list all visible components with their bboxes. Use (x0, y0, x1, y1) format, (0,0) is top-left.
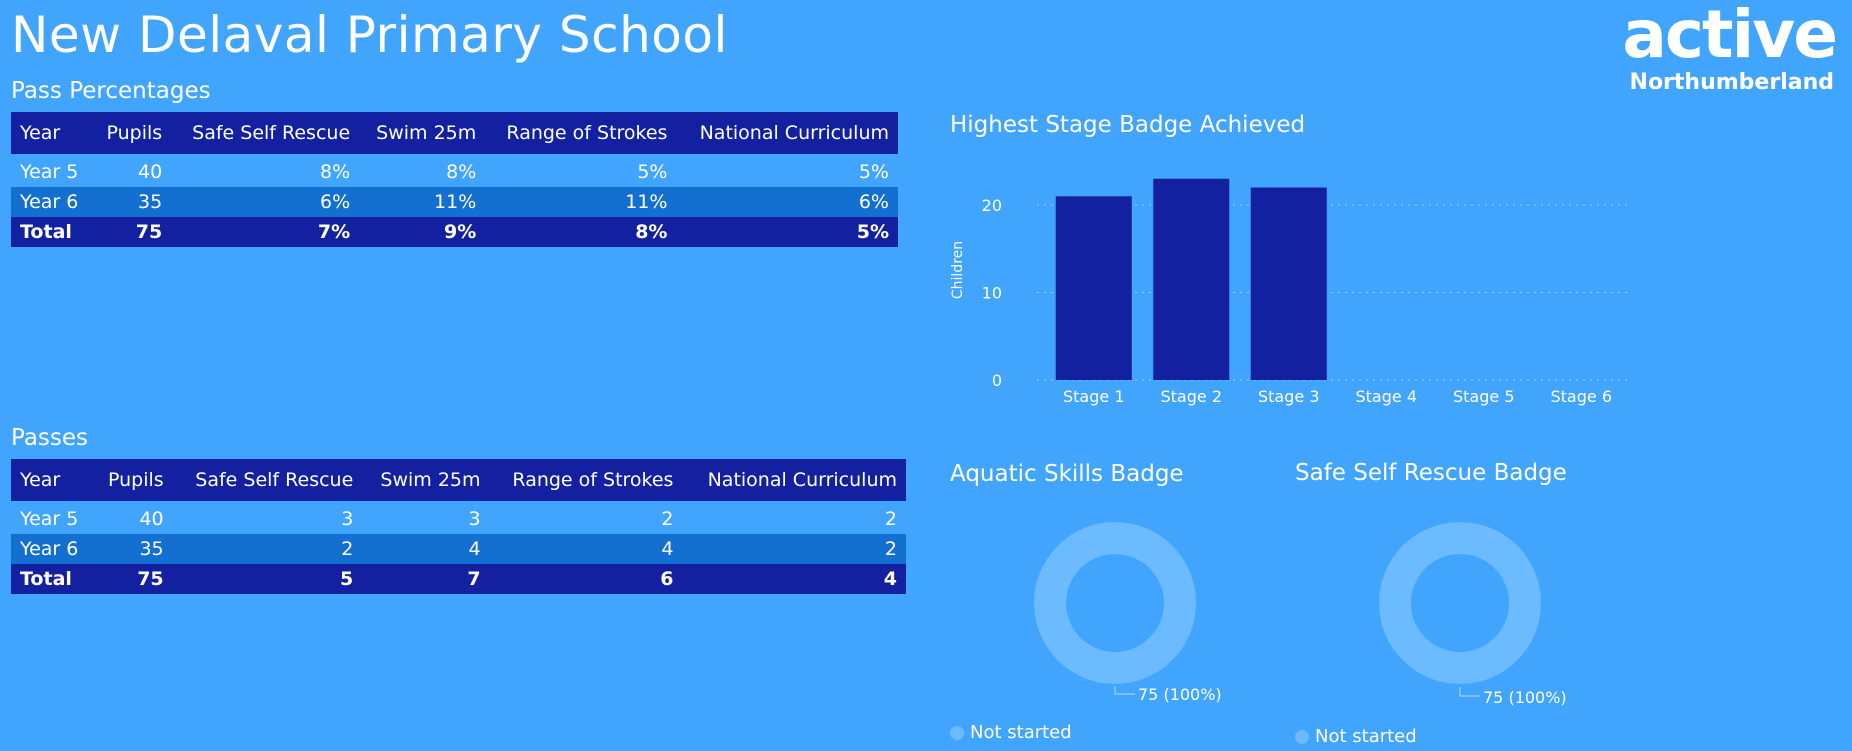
column-header[interactable]: Pupils (107, 469, 164, 491)
active-northumberland-logo: active Northumberland (1622, 2, 1838, 94)
table-cell: 8% (319, 161, 351, 183)
table-cell: 4 (661, 538, 674, 560)
table-cell: 35 (139, 538, 164, 560)
table-cell: 11% (434, 191, 477, 213)
data-label-leader (1114, 686, 1135, 695)
table-cell: Year 5 (20, 508, 79, 530)
table-cell: 5% (856, 221, 889, 243)
table-cell: 75 (135, 221, 163, 243)
legend-label[interactable]: Not started (970, 722, 1072, 743)
passes-title: Passes (11, 425, 89, 451)
column-header[interactable]: Year (20, 122, 61, 144)
table-cell: Year 6 (20, 191, 79, 213)
table-total-row: Total 75 7% 9% 8% 5% (11, 217, 898, 247)
table-cell: 6 (660, 568, 674, 590)
legend-label[interactable]: Not started (1315, 726, 1417, 747)
table-cell: 2 (341, 538, 354, 560)
bar-stage-3[interactable] (1250, 187, 1327, 381)
table-cell: 75 (137, 568, 164, 590)
table-cell: 11% (625, 191, 668, 213)
logo-text-active: active (1622, 0, 1838, 73)
table-cell: 35 (138, 191, 163, 213)
table-cell: 9% (444, 221, 477, 243)
table-cell: 4 (468, 538, 481, 560)
pass-percentages-table: Year Pupils Safe Self Rescue Swim 25m Ra… (11, 112, 898, 247)
table-cell: 7% (317, 221, 351, 243)
column-header[interactable]: Range of Strokes (506, 122, 668, 144)
bar-stage-2[interactable] (1153, 178, 1230, 380)
table-total-row: Total 75 5 7 6 4 (11, 564, 906, 594)
passes-table: Year Pupils Safe Self Rescue Swim 25m Ra… (11, 459, 906, 594)
logo-text-northumberland: Northumberland (1629, 70, 1834, 95)
legend-dot (1295, 729, 1309, 744)
y-tick-label: 10 (982, 284, 1002, 303)
column-header[interactable]: Swim 25m (376, 122, 477, 144)
table-header-row: Year Pupils Safe Self Rescue Swim 25m Ra… (11, 459, 906, 501)
x-tick-label: Stage 4 (1356, 387, 1418, 406)
table-cell: 8% (446, 161, 477, 183)
column-header[interactable]: Safe Self Rescue (195, 469, 354, 491)
table-cell: 5% (637, 161, 668, 183)
pass-percentages-title: Pass Percentages (11, 78, 211, 104)
table-row[interactable]: Year 5 40 3 3 2 2 (11, 504, 906, 534)
page-title: New Delaval Primary School (11, 6, 728, 64)
table-cell: Year 6 (20, 538, 79, 560)
table-cell: 6% (858, 191, 889, 213)
table-row[interactable]: Year 6 35 6% 11% 11% 6% (11, 187, 898, 217)
table-cell: 2 (884, 538, 897, 560)
table-cell: 40 (139, 508, 164, 530)
highest-stage-bar-chart: Stage 1 Stage 2 Stage 3 Stage 4 Stage 5 Stage… (950, 178, 1630, 406)
table-cell: 3 (468, 508, 481, 530)
bar-stage-1[interactable] (1055, 196, 1132, 380)
table-cell: Total (20, 221, 72, 243)
column-header[interactable]: National Curriculum (707, 469, 897, 491)
column-header[interactable]: Safe Self Rescue (192, 122, 351, 144)
column-header[interactable]: Pupils (106, 122, 163, 144)
table-cell: 40 (138, 161, 163, 183)
x-tick-label: Stage 3 (1258, 387, 1320, 406)
table-cell: 7 (467, 568, 481, 590)
y-tick-label: 0 (992, 371, 1002, 390)
table-cell: 6% (319, 191, 351, 213)
bar-chart-title: Highest Stage Badge Achieved (950, 112, 1306, 138)
x-tick-label: Stage 1 (1063, 387, 1125, 406)
aquatic-skills-donut: 75 (100%) (1034, 522, 1222, 704)
table-cell: Total (20, 568, 72, 590)
table-cell: 4 (883, 568, 897, 590)
y-axis-label: Children (950, 241, 966, 299)
x-tick-label: Stage 5 (1453, 387, 1515, 406)
table-row[interactable]: Year 5 40 8% 8% 5% 5% (11, 157, 898, 187)
safe-self-rescue-donut: 75 (100%) (1379, 522, 1567, 707)
column-header[interactable]: Swim 25m (380, 469, 481, 491)
table-cell: Year 5 (20, 161, 79, 183)
data-label-leader (1459, 687, 1480, 697)
legend-dot (950, 725, 964, 740)
donut-data-label: 75 (100%) (1483, 688, 1567, 707)
column-header[interactable]: National Curriculum (699, 122, 889, 144)
donut-data-label: 75 (100%) (1138, 685, 1222, 704)
table-cell: 8% (635, 221, 668, 243)
safe-self-rescue-title: Safe Self Rescue Badge (1295, 460, 1567, 486)
donut-slice-not-started[interactable] (1034, 522, 1196, 684)
table-cell: 2 (884, 508, 897, 530)
table-header-row: Year Pupils Safe Self Rescue Swim 25m Ra… (11, 112, 898, 154)
table-cell: 2 (661, 508, 674, 530)
aquatic-skills-legend: Not started (950, 722, 1072, 743)
table-cell: 5% (858, 161, 889, 183)
column-header[interactable]: Range of Strokes (512, 469, 674, 491)
x-tick-label: Stage 6 (1551, 387, 1613, 406)
table-row[interactable]: Year 6 35 2 4 4 2 (11, 534, 906, 564)
y-tick-label: 20 (982, 196, 1002, 215)
table-cell: 5 (340, 568, 354, 590)
table-cell: 3 (341, 508, 354, 530)
safe-self-rescue-legend: Not started (1295, 726, 1417, 747)
donut-slice-not-started[interactable] (1379, 522, 1541, 684)
column-header[interactable]: Year (20, 469, 61, 491)
aquatic-skills-title: Aquatic Skills Badge (950, 461, 1184, 487)
x-tick-label: Stage 2 (1161, 387, 1223, 406)
